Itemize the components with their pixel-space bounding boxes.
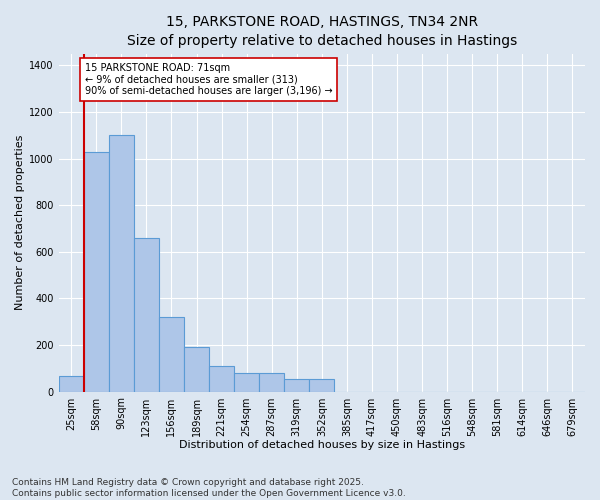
Text: Contains HM Land Registry data © Crown copyright and database right 2025.
Contai: Contains HM Land Registry data © Crown c… [12, 478, 406, 498]
Bar [234, 373, 259, 392]
Bar [159, 317, 184, 392]
Y-axis label: Number of detached properties: Number of detached properties [15, 135, 25, 310]
Bar [109, 136, 134, 392]
Bar [84, 152, 109, 392]
Bar [134, 238, 159, 392]
Text: 15 PARKSTONE ROAD: 71sqm
← 9% of detached houses are smaller (313)
90% of semi-d: 15 PARKSTONE ROAD: 71sqm ← 9% of detache… [85, 63, 332, 96]
Bar [259, 373, 284, 392]
X-axis label: Distribution of detached houses by size in Hastings: Distribution of detached houses by size … [179, 440, 465, 450]
Title: 15, PARKSTONE ROAD, HASTINGS, TN34 2NR
Size of property relative to detached hou: 15, PARKSTONE ROAD, HASTINGS, TN34 2NR S… [127, 15, 517, 48]
Bar [209, 366, 234, 392]
Bar [59, 376, 84, 392]
Bar [284, 379, 309, 392]
Bar [309, 379, 334, 392]
Bar [184, 348, 209, 392]
